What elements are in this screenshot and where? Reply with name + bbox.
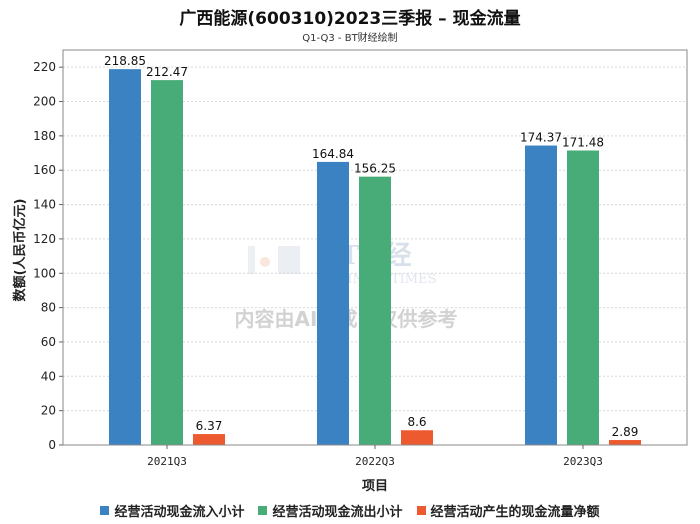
bar	[609, 440, 641, 445]
y-tick-label: 80	[41, 301, 56, 315]
chart-title: 广西能源(600310)2023三季报 – 现金流量	[179, 9, 521, 29]
data-label: 6.37	[196, 419, 223, 433]
bar	[151, 80, 183, 446]
data-label: 156.25	[354, 162, 396, 176]
y-tick-label: 180	[33, 129, 56, 143]
y-tick-label: 120	[33, 232, 56, 246]
legend: 经营活动现金流入小计 经营活动现金流出小计 经营活动产生的现金流量净额	[0, 501, 700, 520]
bar	[567, 150, 599, 445]
y-tick-label: 140	[33, 198, 56, 212]
y-tick-label: 60	[41, 335, 56, 349]
legend-item: 经营活动产生的现金流量净额	[416, 501, 600, 520]
legend-swatch	[416, 506, 426, 515]
x-tick-label: 2023Q3	[563, 455, 603, 468]
y-tick-label: 200	[33, 95, 56, 109]
y-tick-label: 20	[41, 404, 56, 418]
bar	[193, 434, 225, 445]
y-tick-label: 160	[33, 163, 56, 177]
legend-item: 经营活动现金流入小计	[100, 501, 244, 520]
data-label: 212.47	[146, 65, 188, 79]
bar	[359, 176, 391, 446]
legend-swatch	[100, 506, 110, 515]
legend-label: 经营活动产生的现金流量净额	[430, 505, 600, 520]
data-label: 164.84	[312, 147, 354, 161]
bar	[401, 430, 433, 445]
y-tick-label: 40	[41, 369, 56, 383]
data-label: 174.37	[520, 131, 562, 145]
chart-subtitle: Q1-Q3 - BT财经绘制	[302, 33, 398, 44]
legend-item: 经营活动现金流出小计	[258, 501, 403, 520]
bar	[109, 69, 141, 445]
legend-swatch	[258, 506, 268, 515]
legend-label: 经营活动现金流入小计	[114, 505, 245, 520]
x-axis-label: 项目	[362, 479, 388, 494]
legend-label: 经营活动现金流出小计	[272, 505, 403, 520]
data-label: 2.89	[612, 425, 639, 439]
y-tick-label: 220	[33, 60, 56, 74]
data-label: 8.6	[407, 415, 426, 429]
watermark-logo-block	[278, 246, 300, 274]
x-tick-label: 2021Q3	[147, 455, 187, 468]
x-tick-label: 2022Q3	[355, 455, 395, 468]
y-axis-label: 数额(人民币亿元)	[12, 199, 28, 302]
y-tick-label: 0	[48, 438, 56, 452]
watermark-logo-bar	[248, 246, 255, 274]
watermark-logo-dot	[260, 257, 270, 267]
bar	[317, 161, 349, 445]
data-label: 218.85	[104, 54, 146, 68]
y-tick-label: 100	[33, 266, 56, 280]
data-label: 171.48	[562, 136, 604, 150]
bar	[525, 145, 557, 445]
